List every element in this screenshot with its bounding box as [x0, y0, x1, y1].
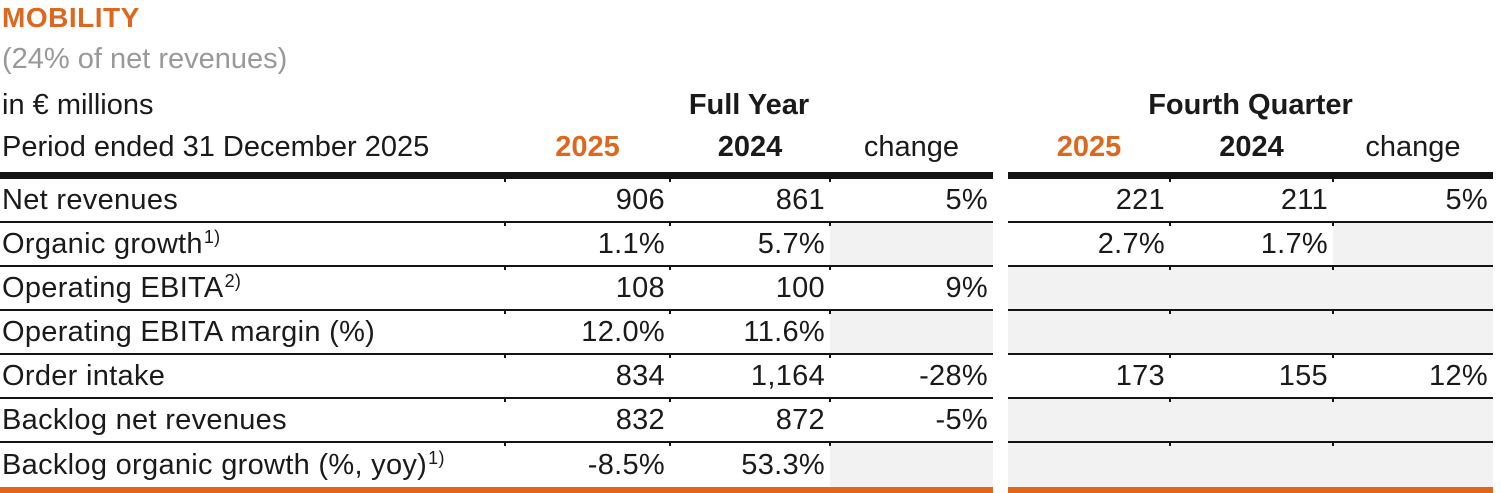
fy-value-2024: 1,164	[669, 353, 830, 397]
fy-value-2025: -8.5%	[504, 441, 670, 487]
period-label: Period ended 31 December 2025	[2, 131, 430, 163]
fourth-quarter-table-body: 221 211 5% 2.7% 1.7% 173 155	[1008, 172, 1493, 493]
fy-value-2024: 861	[669, 177, 830, 221]
fy-column-header-2025: 2025	[555, 131, 620, 163]
fq-value-2025: 173	[1115, 359, 1165, 392]
table-row-net-revenues: Net revenues 906 861 5%	[0, 177, 993, 223]
unit-label: in € millions	[2, 89, 154, 121]
fourth-quarter-column-header-row: 2025 2024 change	[1008, 126, 1493, 172]
fy-value-change: -28%	[829, 353, 993, 397]
table-row-organic-growth: 2.7% 1.7%	[1008, 221, 1493, 267]
fq-value-change	[1332, 441, 1493, 487]
fq-value-2025	[1008, 399, 1170, 441]
row-label: Operating EBITA margin (%)	[2, 315, 376, 348]
fy-value-2024: 100	[669, 265, 830, 309]
section-subtitle: (24% of net revenues)	[2, 43, 288, 75]
fy-value-2025: 832	[504, 397, 670, 441]
fq-value-2024	[1169, 397, 1333, 441]
group-header-fourth-quarter: Fourth Quarter	[1148, 89, 1353, 121]
fy-column-header-2024: 2024	[717, 131, 783, 163]
table-row-operating-ebita: Operating EBITA2) 108 100 9%	[0, 265, 993, 311]
table-row-operating-ebita-margin	[1008, 309, 1493, 355]
row-label: Organic growth1)	[2, 226, 221, 260]
full-year-table: in € millions Full Year Period ended 31 …	[0, 84, 993, 493]
table-row-backlog-net-revenues: Backlog net revenues 832 872 -5%	[0, 397, 993, 443]
fq-value-2025	[1008, 267, 1170, 309]
fourth-quarter-group-header-row: Fourth Quarter	[1008, 84, 1493, 126]
row-label: Backlog net revenues	[2, 403, 287, 436]
fy-value-change	[829, 309, 993, 353]
table-row-backlog-net-revenues	[1008, 397, 1493, 443]
fourth-quarter-table: Fourth Quarter 2025 2024 change 221 211 …	[1008, 84, 1493, 493]
fq-value-2024: 1.7%	[1169, 221, 1333, 265]
row-label: Backlog organic growth (%, yoy)1)	[2, 447, 445, 481]
fy-value-change	[829, 221, 993, 265]
table-row-backlog-organic-growth	[1008, 441, 1493, 487]
fy-value-change	[829, 441, 993, 487]
group-header-full-year: Full Year	[688, 89, 810, 121]
table-row-order-intake: 173 155 12%	[1008, 353, 1493, 399]
table-row-net-revenues: 221 211 5%	[1008, 177, 1493, 223]
full-year-table-body: Net revenues 906 861 5% Organic growth1)…	[0, 172, 993, 493]
fq-value-change	[1332, 265, 1493, 309]
fy-value-2025: 12.0%	[504, 309, 670, 353]
fy-value-2025: 834	[504, 353, 670, 397]
fy-value-change: 9%	[829, 265, 993, 309]
fq-column-header-change: change	[1365, 131, 1461, 163]
table-row-organic-growth: Organic growth1) 1.1% 5.7%	[0, 221, 993, 267]
fq-value-2024	[1169, 265, 1333, 309]
fq-value-2024	[1169, 441, 1333, 487]
fq-value-2025: 2.7%	[1097, 227, 1165, 260]
fy-value-2024: 11.6%	[669, 309, 830, 353]
table-row-operating-ebita	[1008, 265, 1493, 311]
fq-value-change	[1332, 221, 1493, 265]
fq-value-2024: 211	[1169, 177, 1333, 221]
row-label: Net revenues	[2, 183, 179, 216]
fq-value-change: 5%	[1332, 177, 1493, 221]
fq-value-2025: 221	[1115, 183, 1165, 216]
fq-value-2024	[1169, 309, 1333, 353]
section-title: MOBILITY	[2, 2, 140, 33]
fq-value-2025	[1008, 443, 1170, 487]
fy-value-2025: 906	[504, 177, 670, 221]
table-row-order-intake: Order intake 834 1,164 -28%	[0, 353, 993, 399]
full-year-group-header-row: in € millions Full Year	[0, 84, 993, 126]
fy-value-2024: 872	[669, 397, 830, 441]
fq-value-change	[1332, 309, 1493, 353]
row-label: Order intake	[2, 359, 166, 392]
fq-value-change	[1332, 397, 1493, 441]
fy-column-header-change: change	[863, 131, 960, 163]
fy-value-change: 5%	[829, 177, 993, 221]
fq-value-change: 12%	[1332, 353, 1493, 397]
table-row-backlog-organic-growth: Backlog organic growth (%, yoy)1) -8.5% …	[0, 441, 993, 487]
table-row-operating-ebita-margin: Operating EBITA margin (%) 12.0% 11.6%	[0, 309, 993, 355]
fy-value-2024: 53.3%	[669, 441, 830, 487]
fq-column-header-2024: 2024	[1219, 131, 1284, 163]
fq-value-2024: 155	[1169, 353, 1333, 397]
fy-value-2025: 108	[504, 265, 670, 309]
fq-column-header-2025: 2025	[1056, 131, 1122, 163]
fy-value-2024: 5.7%	[669, 221, 830, 265]
fq-value-2025	[1008, 311, 1170, 353]
fy-value-2025: 1.1%	[504, 221, 670, 265]
fy-value-change: -5%	[829, 397, 993, 441]
row-label: Operating EBITA2)	[2, 270, 242, 304]
full-year-column-header-row: Period ended 31 December 2025 2025 2024 …	[0, 126, 993, 172]
